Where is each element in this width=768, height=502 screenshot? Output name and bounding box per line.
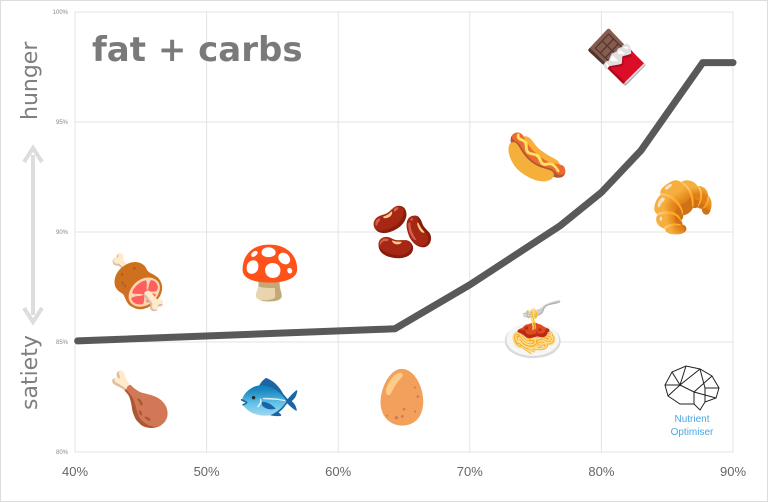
croissant-image: 🥐 bbox=[650, 178, 716, 237]
x-tick-label: 40% bbox=[62, 464, 88, 479]
x-tick-label: 80% bbox=[588, 464, 614, 479]
y-tick-label: 100% bbox=[53, 10, 69, 16]
y-tick-label: 95% bbox=[56, 120, 69, 126]
x-tick-label: 60% bbox=[325, 464, 351, 479]
chart-title: fat + carbs bbox=[92, 30, 303, 70]
y-label-satiety: satiety bbox=[18, 335, 43, 410]
logo-line2: Optimiser bbox=[670, 427, 714, 438]
brownie-image: 🍫 bbox=[584, 28, 650, 87]
sausage-image: 🌭 bbox=[504, 128, 570, 187]
arrow-up-head-icon bbox=[22, 144, 44, 164]
chicken-image: 🍗 bbox=[107, 370, 173, 429]
series-line bbox=[74, 59, 737, 345]
logo-text: Nutrient Optimiser bbox=[662, 413, 722, 439]
x-tick-label: 90% bbox=[720, 464, 746, 479]
y-tick-label: 85% bbox=[56, 340, 69, 346]
lasagna-image: 🍝 bbox=[500, 301, 566, 359]
sardines-image: 🐟 bbox=[236, 367, 302, 425]
logo-line1: Nutrient bbox=[674, 414, 710, 425]
y-label-hunger: hunger bbox=[18, 41, 43, 120]
lentils-image: 🫘 bbox=[370, 203, 435, 262]
ham-image: 🍖 bbox=[105, 254, 171, 312]
arrow-down-head-icon bbox=[22, 306, 44, 326]
x-tick-label: 50% bbox=[194, 464, 220, 479]
x-tick-label: 70% bbox=[457, 464, 483, 479]
eggs-image: 🥚 bbox=[369, 368, 435, 427]
y-tick-label: 80% bbox=[56, 450, 69, 456]
y-tick-label: 90% bbox=[56, 230, 69, 236]
mushroom-image: 🍄 bbox=[237, 245, 303, 303]
